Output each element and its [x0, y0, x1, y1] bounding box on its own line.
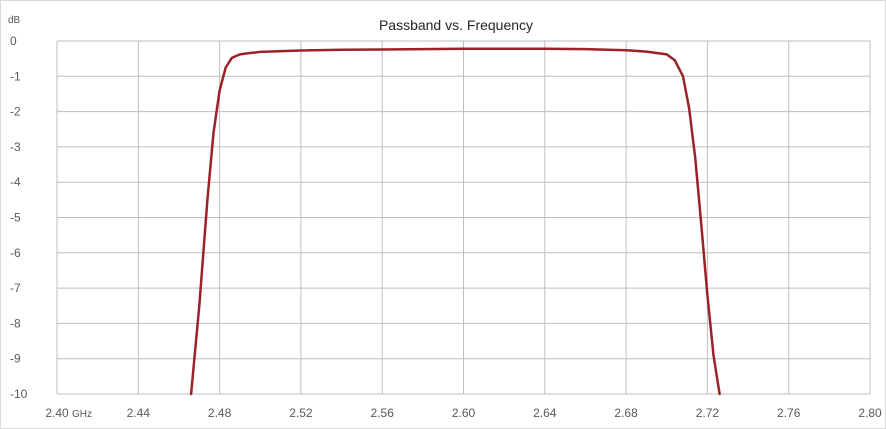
x-tick-label: 2.72 [696, 406, 720, 420]
y-tick-label: -2 [10, 105, 21, 119]
y-tick-label: -4 [10, 175, 21, 189]
y-tick-label: -1 [10, 69, 21, 83]
y-tick-label: -8 [10, 316, 21, 330]
y-tick-label: -10 [10, 387, 28, 401]
y-tick-label: -5 [10, 211, 21, 225]
x-tick-label: 2.56 [371, 406, 395, 420]
y-tick-label: -6 [10, 246, 21, 260]
x-tick-label: 2.80 [858, 406, 882, 420]
x-tick-label: 2.76 [777, 406, 801, 420]
x-tick-label: 2.64 [533, 406, 557, 420]
x-tick-label: 2.40 [45, 406, 69, 420]
y-unit-label: dB [8, 15, 21, 26]
x-tick-label: 2.52 [289, 406, 313, 420]
passband-series-line [189, 47, 721, 396]
x-tick-label: 2.68 [614, 406, 638, 420]
y-tick-label: -3 [10, 140, 21, 154]
y-tick-label: 0 [10, 34, 17, 48]
x-tick-label: 2.44 [127, 406, 151, 420]
y-tick-label: -9 [10, 352, 21, 366]
y-tick-label: -7 [10, 281, 21, 295]
chart-title: Passband vs. Frequency [379, 17, 533, 33]
x-tick-label: 2.48 [208, 406, 232, 420]
x-tick-label: 2.60 [452, 406, 476, 420]
x-unit-label: GHz [72, 409, 92, 420]
